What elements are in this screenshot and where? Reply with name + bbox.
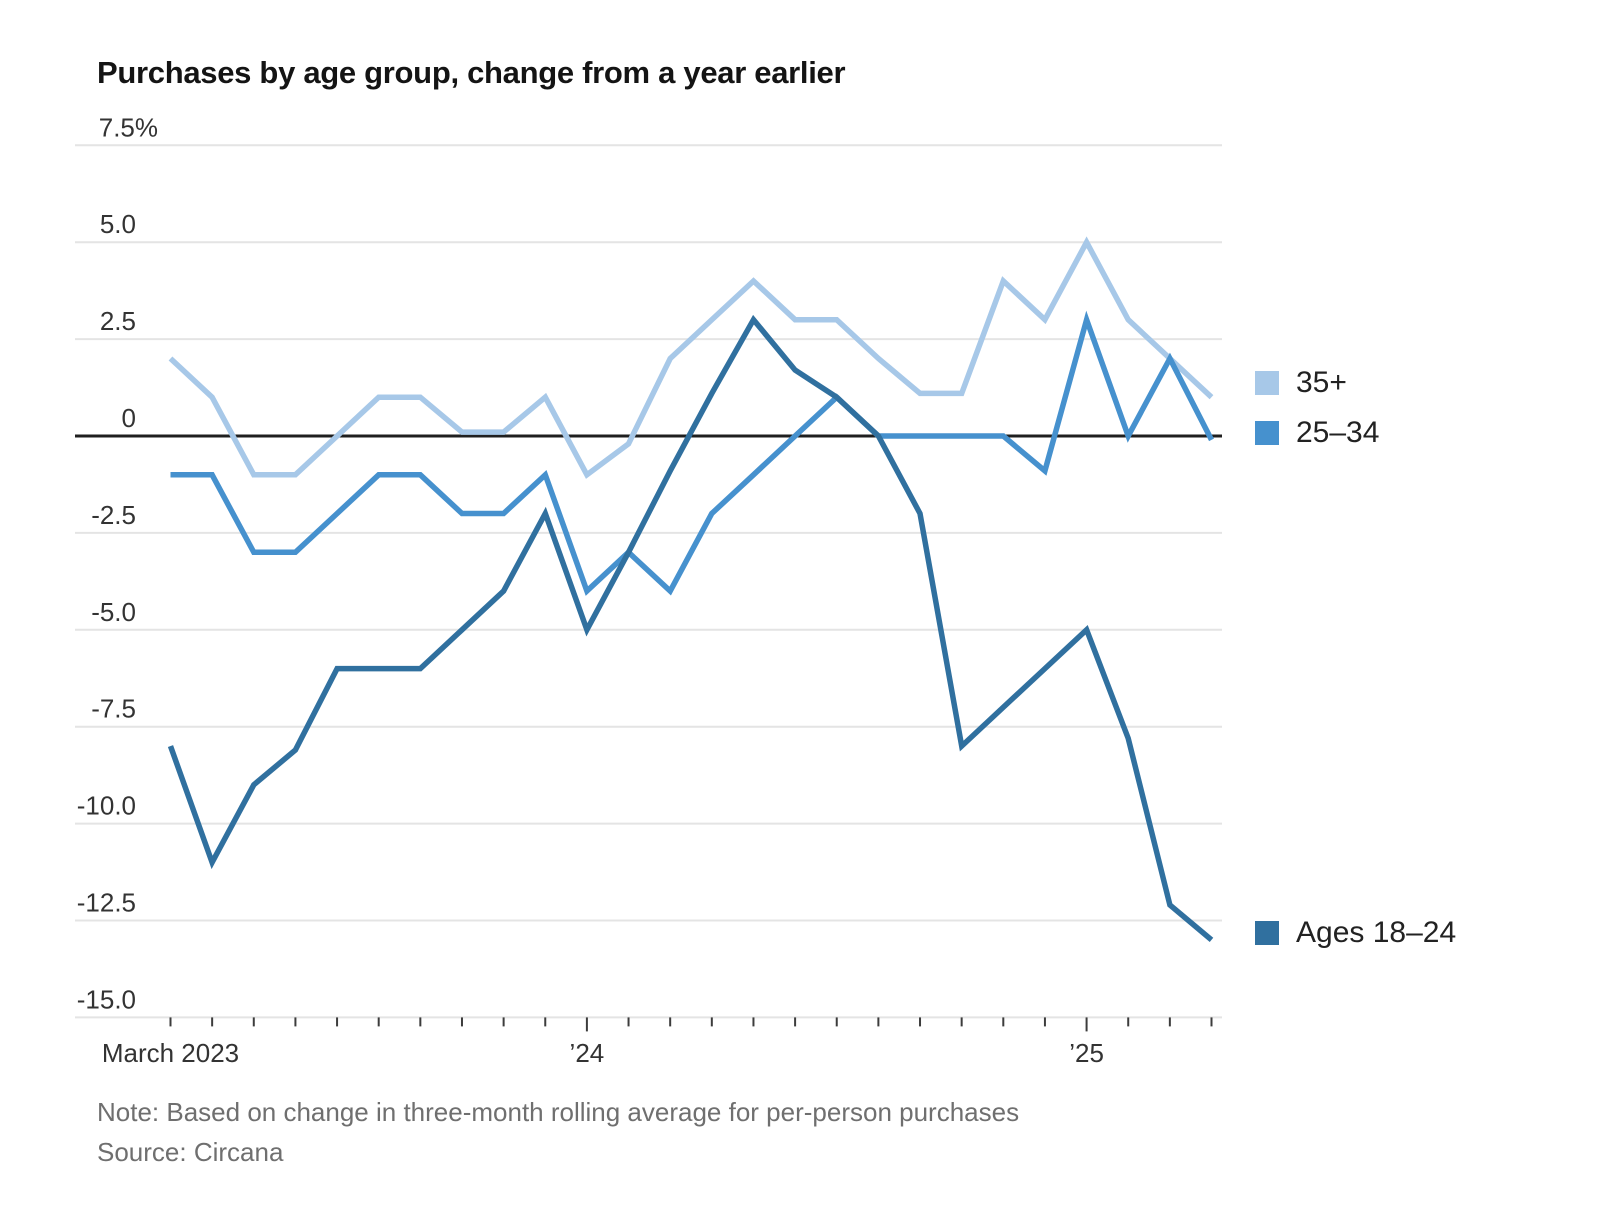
y-axis-label: 7.5% <box>99 112 158 142</box>
x-axis-label: March 2023 <box>102 1038 239 1068</box>
series-line-1 <box>170 310 1214 596</box>
x-axis-label: ’25 <box>1069 1038 1104 1068</box>
legend-item-25-34: 25–34 <box>1255 416 1379 450</box>
gridlines <box>75 144 1222 1019</box>
x-axis-labels: March 2023 ’24 ’25 <box>102 1038 1104 1068</box>
legend-label-18-24: Ages 18–24 <box>1296 916 1457 949</box>
x-axis-label: ’24 <box>570 1038 605 1068</box>
legend-swatch-18-24 <box>1255 921 1279 945</box>
legend-item-35plus: 35+ <box>1255 366 1347 400</box>
y-axis-label: 5.0 <box>100 209 136 239</box>
series-lines <box>167 236 1214 943</box>
y-axis-label: -15.0 <box>77 984 136 1014</box>
series-line-2 <box>167 314 1214 943</box>
legend-swatch-25-34 <box>1255 421 1279 445</box>
chart-note: Note: Based on change in three-month rol… <box>97 1097 1020 1127</box>
legend-item-18-24: Ages 18–24 <box>1255 916 1456 950</box>
y-axis-label: -10.0 <box>77 791 136 821</box>
y-axis-labels: 7.5% 5.0 2.5 0 -2.5 -5.0 -7.5 -10.0 -12.5 -15.0 <box>77 112 158 1014</box>
line-chart: 7.5% 5.0 2.5 0 -2.5 -5.0 -7.5 -10.0 -12.5 -15.0 M… <box>75 112 1222 1068</box>
chart-source: Source: Circana <box>97 1137 284 1167</box>
chart-title: Purchases by age group, change from a ye… <box>97 54 846 90</box>
legend-label-35plus: 35+ <box>1296 366 1347 399</box>
y-axis-label: -7.5 <box>91 694 136 724</box>
x-axis-ticks <box>169 1017 1213 1032</box>
y-axis-label: 2.5 <box>100 306 136 336</box>
note-block: Note: Based on change in three-month rol… <box>97 1092 1019 1172</box>
y-axis-label: -5.0 <box>91 597 136 627</box>
legend-swatch-35plus <box>1255 371 1279 395</box>
series-line-0 <box>168 236 1214 479</box>
y-axis-label: -12.5 <box>77 888 136 918</box>
legend-label-25-34: 25–34 <box>1296 416 1380 449</box>
y-axis-label: 0 <box>122 403 136 433</box>
y-axis-label: -2.5 <box>91 500 136 530</box>
